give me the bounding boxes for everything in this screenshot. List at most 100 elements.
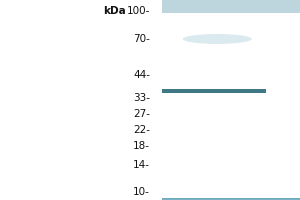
Bar (162, 199, 300, 200)
Bar (162, 198, 300, 199)
Bar (162, 199, 300, 200)
Bar (162, 199, 300, 200)
Bar (162, 199, 300, 200)
Bar (162, 199, 300, 200)
Bar (162, 199, 300, 200)
Bar (162, 199, 300, 200)
Bar (162, 199, 300, 200)
Bar (162, 199, 300, 200)
Bar (162, 199, 300, 200)
Bar (162, 199, 300, 200)
Bar (162, 199, 300, 200)
Bar (162, 199, 300, 200)
Bar (162, 199, 300, 200)
Bar (162, 199, 300, 200)
Bar (162, 199, 300, 200)
Bar (162, 199, 300, 200)
Bar (162, 199, 300, 200)
Bar (162, 199, 300, 200)
Bar (162, 199, 300, 200)
Bar (162, 199, 300, 200)
Bar (162, 199, 300, 200)
Bar (162, 199, 300, 200)
Bar (162, 199, 300, 200)
Bar (162, 199, 300, 200)
Bar (162, 199, 300, 200)
Bar (162, 199, 300, 200)
Bar (162, 199, 300, 200)
Bar (162, 199, 300, 200)
Bar (162, 199, 300, 200)
Bar (162, 199, 300, 200)
Bar (162, 198, 300, 199)
Bar (162, 199, 300, 200)
Bar (162, 199, 300, 200)
Bar (162, 199, 300, 200)
Bar (162, 199, 300, 200)
Bar (162, 199, 300, 200)
Bar (162, 199, 300, 200)
Bar (162, 199, 300, 200)
Bar (162, 199, 300, 200)
Bar (162, 199, 300, 200)
Bar (162, 198, 300, 199)
Bar (162, 199, 300, 200)
Bar (162, 199, 300, 200)
Bar (162, 199, 300, 200)
Bar (162, 199, 300, 200)
Text: 100-: 100- (127, 6, 150, 16)
Bar (162, 199, 300, 200)
Bar (162, 199, 300, 200)
Bar (162, 199, 300, 200)
Bar (162, 199, 300, 200)
Bar (162, 199, 300, 200)
Bar (162, 198, 300, 199)
Bar (162, 199, 300, 200)
Bar (162, 199, 300, 200)
Bar (162, 199, 300, 200)
Bar (162, 199, 300, 200)
Bar (162, 199, 300, 200)
Bar (162, 199, 300, 200)
Bar (162, 199, 300, 200)
Bar (162, 199, 300, 200)
Bar (162, 199, 300, 200)
Bar (162, 199, 300, 200)
Bar (162, 199, 300, 200)
Bar (162, 199, 300, 200)
Bar (162, 199, 300, 200)
Bar (162, 199, 300, 200)
Bar (162, 199, 300, 200)
Bar (162, 199, 300, 200)
Bar (162, 198, 300, 199)
Bar (162, 199, 300, 200)
Bar (162, 199, 300, 200)
Bar (162, 199, 300, 200)
Bar (162, 199, 300, 200)
Bar (162, 199, 300, 200)
Bar (162, 199, 300, 200)
Bar (162, 199, 300, 200)
Bar (162, 199, 300, 200)
Bar (162, 199, 300, 200)
Bar (162, 199, 300, 200)
Bar (162, 199, 300, 200)
Bar (162, 199, 300, 200)
Bar (162, 199, 300, 200)
Bar (162, 199, 300, 200)
Bar (162, 199, 300, 200)
Bar (162, 199, 300, 200)
Bar (162, 199, 300, 200)
Bar (162, 199, 300, 200)
Bar (162, 198, 300, 199)
Bar (162, 199, 300, 200)
Bar (162, 199, 300, 200)
Bar (162, 199, 300, 200)
Bar (162, 199, 300, 200)
Bar (162, 199, 300, 200)
Bar (162, 199, 300, 200)
Text: 14-: 14- (133, 160, 150, 170)
Bar (162, 198, 300, 199)
Bar (162, 199, 300, 200)
Bar (162, 199, 300, 200)
